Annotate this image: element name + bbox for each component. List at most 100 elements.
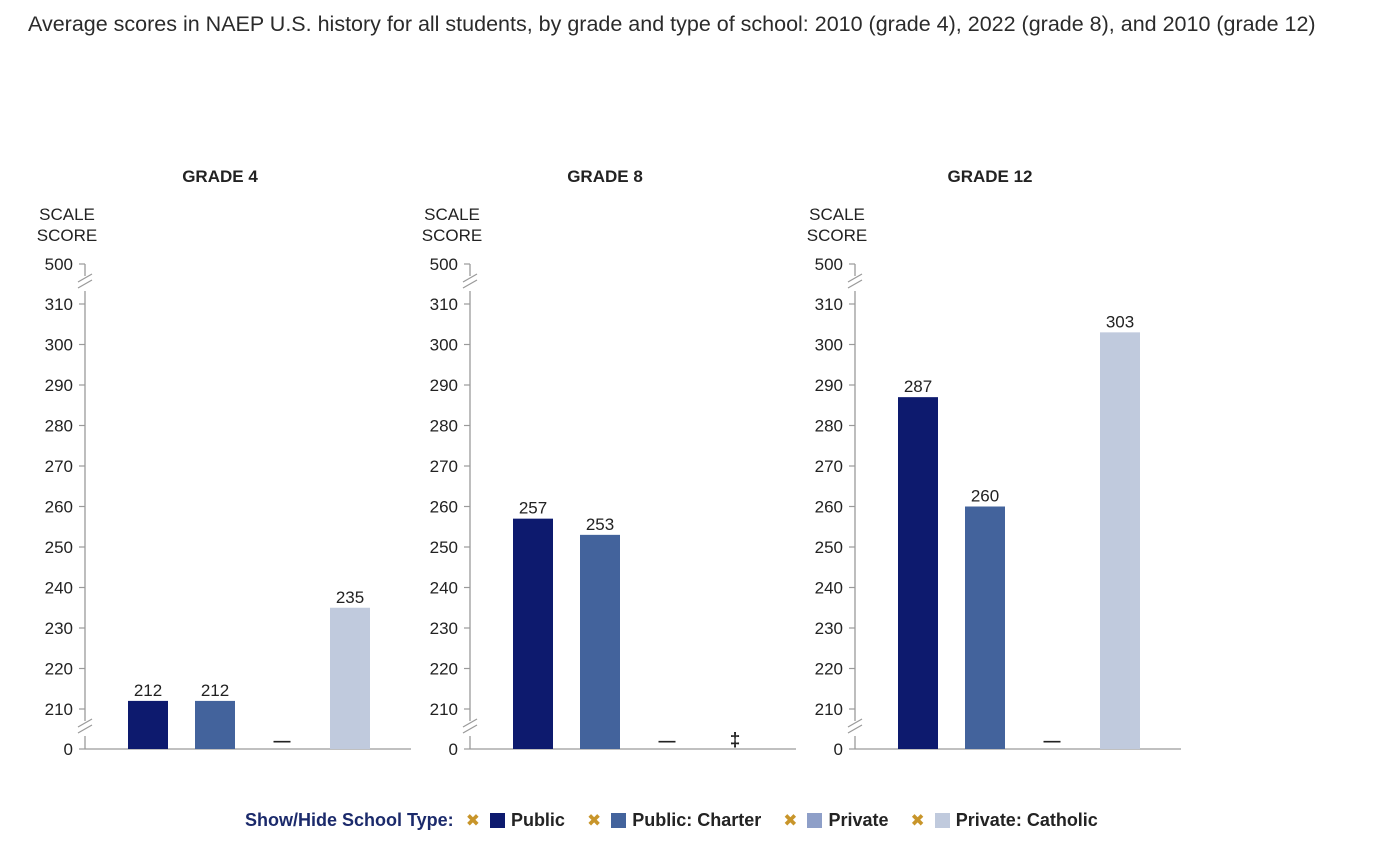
legend: Show/Hide School Type: ✖ Public ✖ Public… bbox=[245, 810, 1120, 831]
missing-marker: — bbox=[659, 731, 676, 750]
y-tick-label: 280 bbox=[430, 417, 458, 436]
y-tick-label: 280 bbox=[815, 417, 843, 436]
y-tick-label: 240 bbox=[815, 579, 843, 598]
axis-break-mark bbox=[847, 724, 863, 734]
axis-break-mark bbox=[77, 724, 93, 734]
y-tick-label: 270 bbox=[815, 457, 843, 476]
y-tick-label: 500 bbox=[45, 255, 73, 274]
y-axis-label: SCORE bbox=[422, 226, 482, 245]
y-tick-label: 210 bbox=[815, 700, 843, 719]
axis-break-mark bbox=[847, 718, 863, 728]
y-tick-label: 0 bbox=[64, 740, 73, 759]
grade-12-bar-public-charter[interactable] bbox=[965, 506, 1005, 750]
y-tick-label: 500 bbox=[430, 255, 458, 274]
missing-marker: — bbox=[274, 731, 291, 750]
axis-break-mark bbox=[77, 273, 93, 283]
y-tick-label: 230 bbox=[430, 619, 458, 638]
grade-12-title: GRADE 12 bbox=[947, 167, 1032, 186]
y-tick-label: 300 bbox=[815, 336, 843, 355]
y-tick-label: 290 bbox=[45, 376, 73, 395]
legend-swatch-public bbox=[489, 813, 505, 828]
axis-break-mark bbox=[462, 279, 478, 289]
missing-marker: — bbox=[1044, 731, 1061, 750]
y-tick-label: 240 bbox=[45, 579, 73, 598]
grade-4-bar-private-catholic[interactable] bbox=[330, 607, 370, 749]
legend-swatch-private bbox=[807, 813, 823, 828]
y-axis-label: SCORE bbox=[37, 226, 97, 245]
y-tick-label: 250 bbox=[815, 538, 843, 557]
data-label: 260 bbox=[971, 487, 999, 506]
axis-break-mark bbox=[462, 718, 478, 728]
y-axis-label: SCORE bbox=[807, 226, 867, 245]
y-tick-label: 280 bbox=[45, 417, 73, 436]
legend-label-public: Public bbox=[510, 810, 565, 830]
axis-break-mark bbox=[462, 273, 478, 283]
grade-4-title: GRADE 4 bbox=[182, 167, 258, 186]
y-tick-label: 300 bbox=[45, 336, 73, 355]
y-tick-label: 310 bbox=[430, 295, 458, 314]
y-tick-label: 210 bbox=[430, 700, 458, 719]
y-tick-label: 260 bbox=[430, 498, 458, 517]
grade-8-title: GRADE 8 bbox=[567, 167, 643, 186]
y-tick-label: 250 bbox=[45, 538, 73, 557]
legend-item-private-catholic[interactable]: ✖ Private: Catholic bbox=[911, 810, 1098, 831]
y-tick-label: 310 bbox=[815, 295, 843, 314]
legend-label-private-catholic: Private: Catholic bbox=[955, 810, 1098, 830]
y-tick-label: 300 bbox=[430, 336, 458, 355]
data-label: 235 bbox=[336, 588, 364, 607]
legend-item-private[interactable]: ✖ Private bbox=[783, 810, 888, 831]
legend-item-public[interactable]: ✖ Public bbox=[466, 810, 565, 831]
axis-break-mark bbox=[847, 279, 863, 289]
grade-12-bar-private-catholic[interactable] bbox=[1100, 332, 1140, 749]
y-tick-label: 270 bbox=[430, 457, 458, 476]
axis-break-mark bbox=[77, 279, 93, 289]
remove-x-icon[interactable]: ✖ bbox=[586, 810, 602, 830]
y-tick-label: 310 bbox=[45, 295, 73, 314]
y-tick-label: 220 bbox=[815, 660, 843, 679]
y-tick-label: 250 bbox=[430, 538, 458, 557]
y-tick-label: 220 bbox=[430, 660, 458, 679]
y-tick-label: 260 bbox=[45, 498, 73, 517]
y-tick-label: 270 bbox=[45, 457, 73, 476]
y-tick-label: 230 bbox=[815, 619, 843, 638]
data-label: 212 bbox=[134, 681, 162, 700]
data-label: 257 bbox=[519, 499, 547, 518]
legend-swatch-private-catholic bbox=[934, 813, 950, 828]
chart-title: Average scores in NAEP U.S. history for … bbox=[28, 12, 1316, 36]
remove-x-icon[interactable]: ✖ bbox=[783, 810, 798, 830]
grade-4-bar-public[interactable] bbox=[128, 700, 168, 749]
axis-break-mark bbox=[462, 724, 478, 734]
y-axis-label: SCALE bbox=[809, 205, 865, 224]
charts-area: GRADE 4 SCALE SCORE 0 210 220 230 240 250 260 270 2… bbox=[37, 167, 1181, 759]
legend-swatch-public-charter bbox=[611, 813, 627, 828]
legend-label-private: Private bbox=[828, 810, 889, 830]
y-tick-label: 240 bbox=[430, 579, 458, 598]
axis-break-mark bbox=[847, 273, 863, 283]
data-label: 212 bbox=[201, 681, 229, 700]
y-axis-label: SCALE bbox=[424, 205, 480, 224]
y-tick-label: 0 bbox=[834, 740, 843, 759]
y-axis-label: SCALE bbox=[39, 205, 95, 224]
y-tick-label: 0 bbox=[449, 740, 458, 759]
data-label: 253 bbox=[586, 515, 614, 534]
legend-item-public-charter[interactable]: ✖ Public: Charter bbox=[587, 810, 761, 831]
data-label: 303 bbox=[1106, 312, 1134, 331]
y-tick-label: 290 bbox=[815, 376, 843, 395]
legend-title: Show/Hide School Type: bbox=[245, 810, 454, 830]
grade-4-bar-public-charter[interactable] bbox=[195, 700, 235, 749]
legend-label-public-charter: Public: Charter bbox=[632, 810, 762, 830]
missing-marker: ‡ bbox=[730, 730, 741, 751]
y-tick-label: 500 bbox=[815, 255, 843, 274]
remove-x-icon[interactable]: ✖ bbox=[910, 810, 925, 830]
axis-break-mark bbox=[77, 718, 93, 728]
y-tick-label: 220 bbox=[45, 660, 73, 679]
grade-8-bar-public[interactable] bbox=[513, 518, 553, 749]
y-tick-label: 210 bbox=[45, 700, 73, 719]
grade-12-bar-public[interactable] bbox=[898, 397, 938, 749]
y-tick-label: 290 bbox=[430, 376, 458, 395]
remove-x-icon[interactable]: ✖ bbox=[465, 810, 480, 830]
y-tick-label: 230 bbox=[45, 619, 73, 638]
grade-8-bar-public-charter[interactable] bbox=[580, 534, 620, 749]
data-label: 287 bbox=[904, 377, 932, 396]
y-tick-label: 260 bbox=[815, 498, 843, 517]
